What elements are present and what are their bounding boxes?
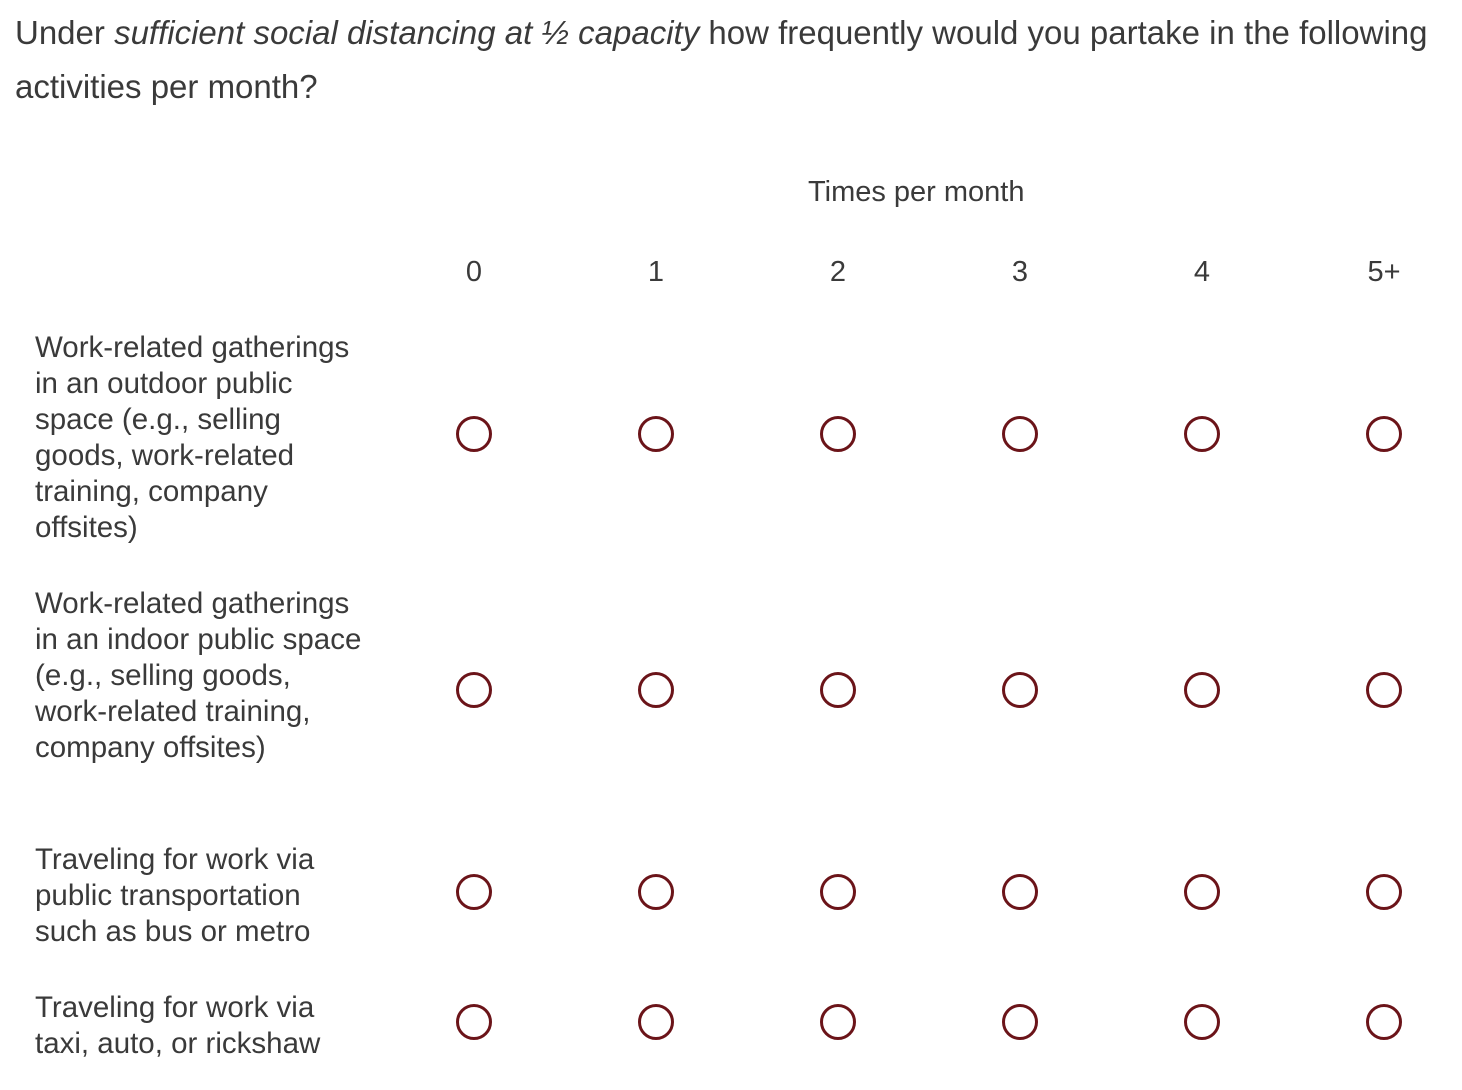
radio-public-transport-2[interactable] xyxy=(820,874,856,910)
column-label-1: 1 xyxy=(647,256,665,288)
radio-taxi-auto-rickshaw-4[interactable] xyxy=(1184,1004,1220,1040)
question-text: Under sufficient social distancing at ½ … xyxy=(15,6,1445,114)
row-label-public-transport: Traveling for work via public transporta… xyxy=(35,843,315,948)
radio-outdoor-gatherings-3[interactable] xyxy=(1002,416,1038,452)
radio-indoor-gatherings-2[interactable] xyxy=(820,672,856,708)
radio-indoor-gatherings-0[interactable] xyxy=(456,672,492,708)
radio-indoor-gatherings-1[interactable] xyxy=(638,672,674,708)
radio-outdoor-gatherings-5-plus[interactable] xyxy=(1366,416,1402,452)
radio-outdoor-gatherings-1[interactable] xyxy=(638,416,674,452)
row-label-taxi-auto-rickshaw: Traveling for work via taxi, auto, or ri… xyxy=(35,991,321,1060)
scale-header: Times per month xyxy=(808,176,1025,208)
radio-taxi-auto-rickshaw-2[interactable] xyxy=(820,1004,856,1040)
radio-indoor-gatherings-5-plus[interactable] xyxy=(1366,672,1402,708)
radio-outdoor-gatherings-0[interactable] xyxy=(456,416,492,452)
radio-public-transport-3[interactable] xyxy=(1002,874,1038,910)
radio-outdoor-gatherings-2[interactable] xyxy=(820,416,856,452)
radio-public-transport-1[interactable] xyxy=(638,874,674,910)
question-suffix: how frequently would you partake in the … xyxy=(15,14,1428,105)
radio-taxi-auto-rickshaw-3[interactable] xyxy=(1002,1004,1038,1040)
radio-public-transport-4[interactable] xyxy=(1184,874,1220,910)
radio-outdoor-gatherings-4[interactable] xyxy=(1184,416,1220,452)
radio-taxi-auto-rickshaw-5-plus[interactable] xyxy=(1366,1004,1402,1040)
question-prefix: Under xyxy=(15,14,115,51)
row-label-outdoor-gatherings: Work-related gatherings in an outdoor pu… xyxy=(35,331,350,544)
radio-public-transport-5-plus[interactable] xyxy=(1366,874,1402,910)
column-label-2: 2 xyxy=(829,256,847,288)
radio-public-transport-0[interactable] xyxy=(456,874,492,910)
column-label-0: 0 xyxy=(465,256,483,288)
question-emphasis: sufficient social distancing at ½ capaci… xyxy=(114,14,700,51)
column-label-5-plus: 5+ xyxy=(1367,256,1401,288)
radio-taxi-auto-rickshaw-0[interactable] xyxy=(456,1004,492,1040)
row-label-indoor-gatherings: Work-related gatherings in an indoor pub… xyxy=(35,587,362,764)
radio-indoor-gatherings-3[interactable] xyxy=(1002,672,1038,708)
radio-indoor-gatherings-4[interactable] xyxy=(1184,672,1220,708)
radio-taxi-auto-rickshaw-1[interactable] xyxy=(638,1004,674,1040)
column-label-4: 4 xyxy=(1193,256,1211,288)
column-label-3: 3 xyxy=(1011,256,1029,288)
